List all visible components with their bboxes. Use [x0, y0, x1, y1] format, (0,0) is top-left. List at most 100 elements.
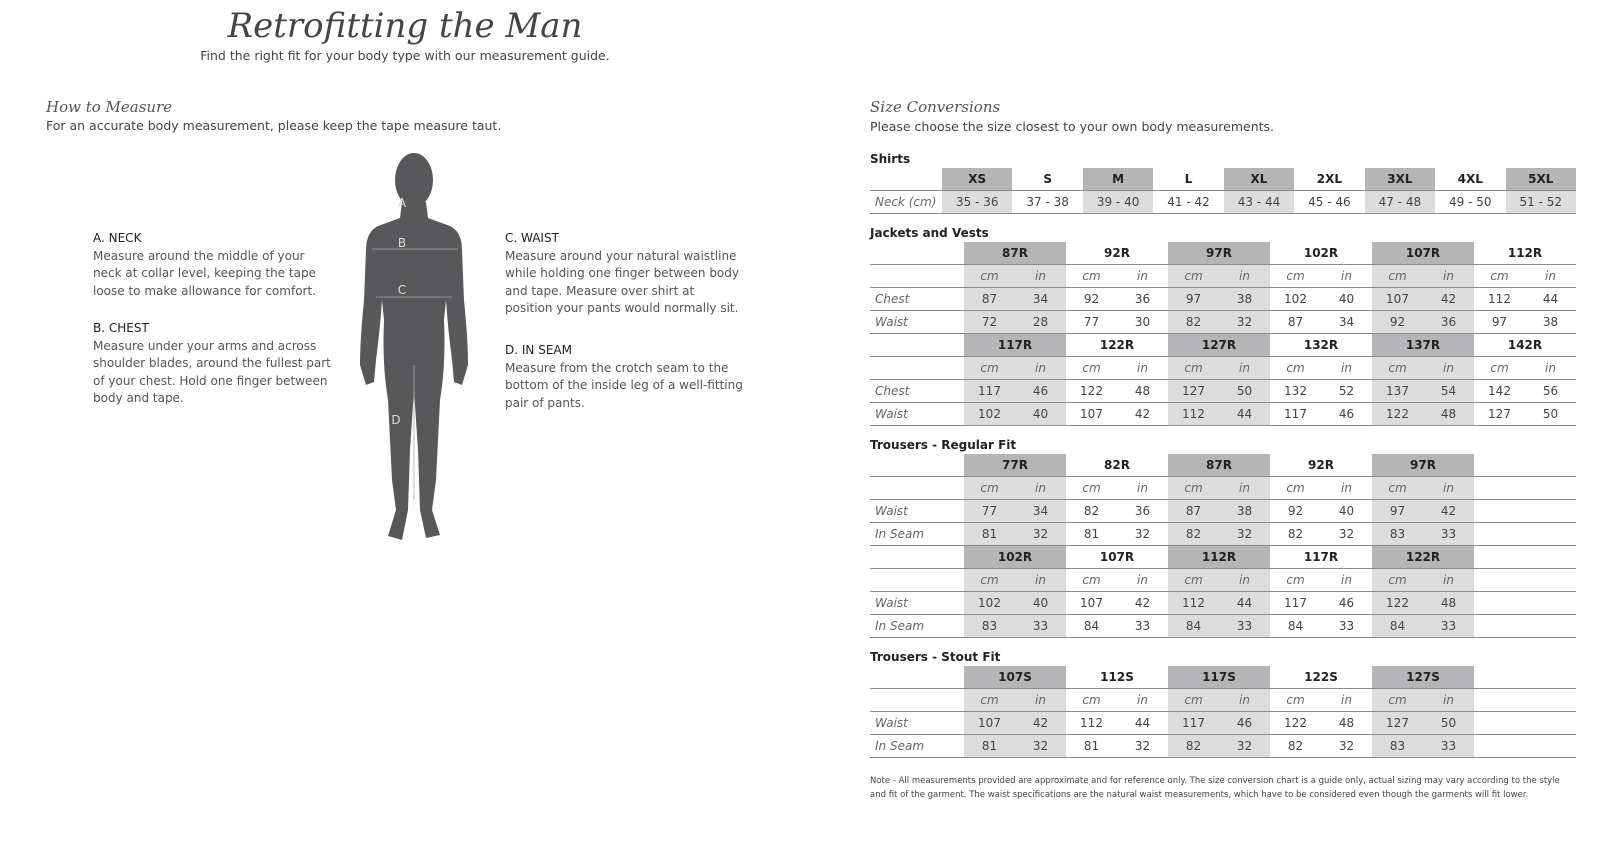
- unit-label: cm: [1372, 688, 1423, 712]
- cell-value: 32: [1219, 522, 1270, 546]
- unit-label: cm: [1066, 264, 1117, 288]
- cell-value: 81: [1066, 522, 1117, 546]
- item-text: Measure from the crotch seam to the bott…: [505, 360, 743, 410]
- figure-letter: A: [398, 196, 407, 210]
- cell-value: 40: [1015, 591, 1066, 615]
- cell-value: 48: [1423, 591, 1474, 615]
- unit-label: cm: [1270, 356, 1321, 380]
- unit-label: in: [1423, 568, 1474, 592]
- size-header: 137R: [1372, 333, 1474, 357]
- cell-value: 97: [1372, 499, 1423, 523]
- row-label: Chest: [870, 287, 964, 311]
- size-header: 102R: [1270, 242, 1372, 265]
- data-row: Waist 77 34 82 36 87 38 92 40 97 42: [870, 499, 1576, 523]
- table-title: Trousers - Stout Fit: [870, 650, 1001, 664]
- size-header: 107R: [1372, 242, 1474, 265]
- item-label: C. WAIST: [505, 231, 559, 245]
- cell-value: 38: [1525, 310, 1576, 334]
- cell-value: 44: [1525, 287, 1576, 311]
- unit-label: in: [1321, 568, 1372, 592]
- cell-value: 42: [1117, 591, 1168, 615]
- unit-label: in: [1219, 264, 1270, 288]
- unit-label: in: [1321, 356, 1372, 380]
- cell-value: 92: [1372, 310, 1423, 334]
- cell-value: 33: [1423, 522, 1474, 546]
- unit-label: in: [1219, 568, 1270, 592]
- section-title: How to Measure: [46, 98, 173, 116]
- cell-value: 50: [1423, 711, 1474, 735]
- cell-value: 122: [1372, 591, 1423, 615]
- figure-letter: B: [398, 236, 406, 250]
- cell: [870, 242, 964, 265]
- cell-value: 77: [1066, 310, 1117, 334]
- cell-value: 30: [1117, 310, 1168, 334]
- cell-value: 33: [1015, 614, 1066, 638]
- size-header: 97R: [1168, 242, 1270, 265]
- unit-label: cm: [1270, 264, 1321, 288]
- cell-value: 34: [1015, 287, 1066, 311]
- unit-label: in: [1117, 568, 1168, 592]
- cell-value: 72: [964, 310, 1015, 334]
- size-header: 142R: [1474, 333, 1576, 357]
- size-table: 107S 112S 117S 122S 127S cm in cm in cm in cm in cm in…: [870, 666, 1576, 758]
- unit-label: cm: [1372, 476, 1423, 500]
- cell-value: 32: [1321, 522, 1372, 546]
- unit-label: in: [1117, 688, 1168, 712]
- cell-value: 42: [1423, 499, 1474, 523]
- cell-value: 92: [1270, 499, 1321, 523]
- section-title: Size Conversions: [870, 98, 1001, 116]
- cell-value: 33: [1117, 614, 1168, 638]
- cell-value: 117: [964, 379, 1015, 403]
- cell-value: 127: [1168, 379, 1219, 403]
- unit-label: cm: [1066, 476, 1117, 500]
- cell-value: 46: [1015, 379, 1066, 403]
- unit-label: cm: [1168, 356, 1219, 380]
- size-header: 5XL: [1505, 168, 1576, 191]
- unit-label: cm: [964, 688, 1015, 712]
- size-header: 92R: [1270, 454, 1372, 477]
- unit-label: cm: [964, 356, 1015, 380]
- data-row: Waist 72 28 77 30 82 32 87 34 92 36 97 38: [870, 310, 1576, 334]
- cell: [870, 168, 942, 191]
- size-header: 127R: [1168, 333, 1270, 357]
- unit-row: cm in cm in cm in cm in cm in: [870, 476, 1576, 500]
- row-label: In Seam: [870, 734, 964, 758]
- row-label: Waist: [870, 402, 964, 426]
- cell-value: 50: [1525, 402, 1576, 426]
- unit-label: in: [1015, 264, 1066, 288]
- cell-value: 44: [1219, 591, 1270, 615]
- header-row: XS S M L XL 2XL 3XL 4XL 5XL: [870, 168, 1576, 191]
- cell-value: 32: [1321, 734, 1372, 758]
- size-table: 77R 82R 87R 92R 97R cm in cm in cm in cm in cm in Waist…: [870, 454, 1576, 638]
- unit-label: in: [1015, 688, 1066, 712]
- size-header: L: [1153, 168, 1224, 191]
- data-row: Waist 102 40 107 42 112 44 117 46 122 48: [870, 591, 1576, 615]
- cell-value: 51 - 52: [1505, 190, 1576, 214]
- cell-value: 87: [1168, 499, 1219, 523]
- cell: [1474, 591, 1576, 615]
- cell-value: 82: [1270, 734, 1321, 758]
- cell-value: 82: [1270, 522, 1321, 546]
- unit-label: in: [1219, 688, 1270, 712]
- size-header: 102R: [964, 545, 1066, 569]
- cell-value: 82: [1168, 522, 1219, 546]
- unit-label: in: [1321, 476, 1372, 500]
- cell-value: 39 - 40: [1082, 190, 1154, 214]
- row-label: In Seam: [870, 522, 964, 546]
- figure-letter: D: [391, 413, 400, 427]
- size-header: 122R: [1372, 545, 1474, 569]
- unit-label: cm: [1066, 356, 1117, 380]
- cell-value: 52: [1321, 379, 1372, 403]
- unit-label: in: [1423, 476, 1474, 500]
- cell-value: 112: [1474, 287, 1525, 311]
- cell: [1474, 711, 1576, 735]
- size-header: M: [1082, 168, 1154, 191]
- cell-value: 122: [1372, 402, 1423, 426]
- cell-value: 47 - 48: [1364, 190, 1436, 214]
- unit-label: cm: [1066, 688, 1117, 712]
- unit-label: in: [1117, 476, 1168, 500]
- unit-label: cm: [1474, 356, 1525, 380]
- unit-row: cm in cm in cm in cm in cm in cm in: [870, 264, 1576, 288]
- cell-value: 46: [1321, 591, 1372, 615]
- cell-value: 102: [1270, 287, 1321, 311]
